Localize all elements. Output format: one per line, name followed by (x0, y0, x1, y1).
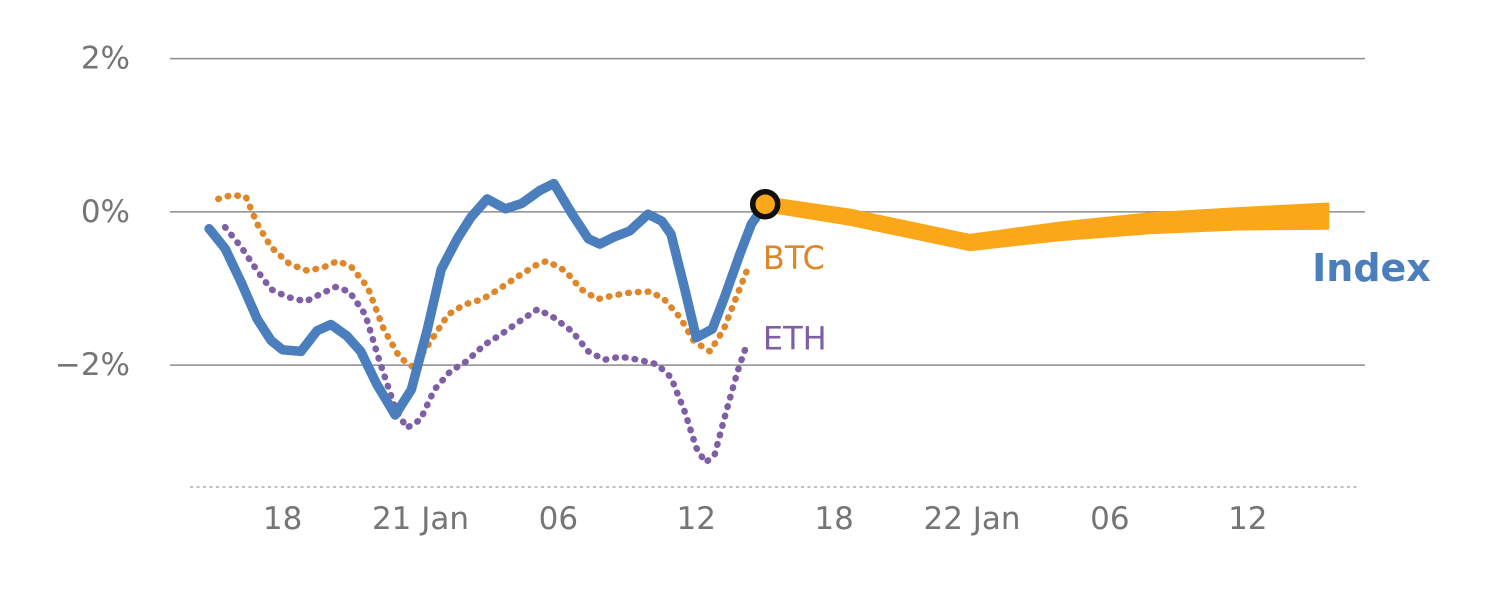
y-tick-label: 2% (81, 41, 130, 77)
y-tick-label: −2% (55, 347, 130, 383)
x-tick-label: 18 (263, 501, 302, 537)
series-btc-line (215, 191, 751, 371)
x-tick-label: 06 (539, 501, 578, 537)
series-label-index: Index (1312, 246, 1431, 290)
x-tick-label: 21 Jan (372, 501, 469, 537)
x-tick-label: 18 (814, 501, 853, 537)
x-tick-label: 12 (677, 501, 716, 537)
forecast-band (764, 196, 1330, 252)
series-label-btc: BTC (763, 239, 825, 277)
x-tick-label: 22 Jan (923, 501, 1020, 537)
series-label-eth: ETH (763, 319, 827, 357)
series-eth-line (221, 223, 751, 466)
series-index-line (204, 178, 770, 420)
forecast-start-marker (749, 188, 781, 220)
x-tick-label: 06 (1090, 501, 1129, 537)
y-tick-label: 0% (81, 194, 130, 230)
x-tick-label: 12 (1228, 501, 1267, 537)
